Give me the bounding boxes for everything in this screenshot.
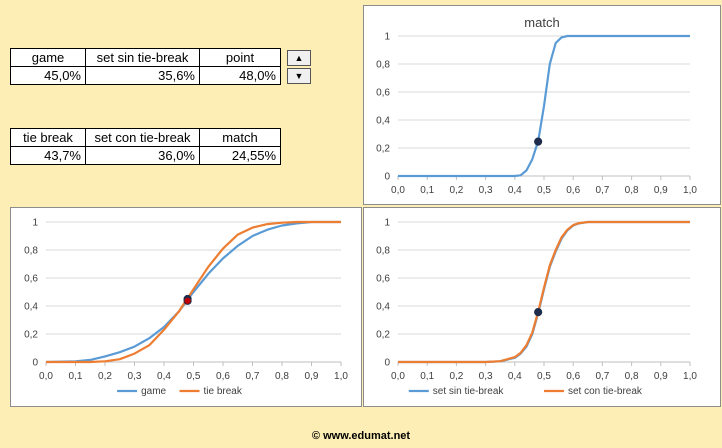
x-tick-label: 0,7: [595, 185, 609, 196]
header-set-sin-tie-break: set sin tie-break: [86, 49, 200, 67]
header-point: point: [200, 49, 281, 67]
y-tick-label: 0,4: [376, 116, 390, 127]
x-tick-label: 0,1: [420, 371, 434, 382]
legend-label: game: [141, 386, 166, 397]
legend-label: set sin tie-break: [433, 386, 505, 397]
point-marker-0: [535, 138, 542, 145]
triangle-down-icon: ▼: [295, 71, 304, 81]
x-tick-label: 0,5: [537, 185, 551, 196]
x-tick-label: 0,2: [98, 371, 112, 382]
legend-label: tie break: [204, 386, 243, 397]
value-set-sin-tie-break: 35,6%: [86, 67, 200, 85]
x-tick-label: 0,0: [391, 185, 405, 196]
value-tie-break: 43,7%: [11, 147, 86, 165]
legend-label: set con tie-break: [568, 386, 643, 397]
triangle-up-icon: ▲: [295, 53, 304, 63]
x-tick-label: 0,6: [216, 371, 230, 382]
value-set-con-tie-break: 36,0%: [86, 147, 200, 165]
header-set-con-tie-break: set con tie-break: [86, 129, 200, 147]
x-tick-label: 1,0: [334, 371, 348, 382]
x-tick-label: 0,0: [391, 371, 405, 382]
point-increase-button[interactable]: ▲: [287, 50, 311, 66]
y-tick-label: 0: [384, 358, 390, 369]
x-tick-label: 0,2: [449, 371, 463, 382]
y-tick-label: 1: [384, 32, 390, 43]
series-line-1: [398, 222, 690, 362]
y-tick-label: 0: [384, 172, 390, 183]
y-tick-label: 0,2: [376, 330, 390, 341]
y-tick-label: 0,6: [376, 88, 390, 99]
x-tick-label: 0,8: [625, 185, 639, 196]
y-tick-label: 0,4: [24, 302, 38, 313]
x-tick-label: 0,6: [566, 185, 580, 196]
y-tick-label: 1: [384, 218, 390, 229]
x-tick-label: 0,1: [420, 185, 434, 196]
y-tick-label: 0,6: [24, 274, 38, 285]
footer-copyright: © www.edumat.net: [0, 430, 722, 442]
x-tick-label: 1,0: [683, 371, 697, 382]
x-tick-label: 0,4: [157, 371, 171, 382]
series-line-0: [398, 36, 690, 176]
y-tick-label: 0,8: [376, 60, 390, 71]
point-marker-1: [184, 297, 191, 304]
x-tick-label: 0,9: [654, 185, 668, 196]
x-tick-label: 0,2: [449, 185, 463, 196]
y-tick-label: 0: [32, 358, 38, 369]
x-tick-label: 0,9: [305, 371, 319, 382]
game-tiebreak-chart: 0 0,2 0,4 0,6 0,8 1 0,0 0,1 0,2 0,3 0,4 0,5 0,6 0,7 0,…: [10, 207, 362, 407]
point-marker-0: [535, 309, 542, 316]
y-tick-label: 0,2: [376, 144, 390, 155]
x-tick-label: 0,5: [187, 371, 201, 382]
x-tick-label: 0,1: [69, 371, 83, 382]
x-tick-label: 0,9: [654, 371, 668, 382]
y-tick-label: 1: [32, 218, 38, 229]
value-game: 45,0%: [11, 67, 86, 85]
x-tick-label: 0,3: [128, 371, 142, 382]
x-tick-label: 0,6: [566, 371, 580, 382]
x-tick-label: 0,4: [508, 185, 522, 196]
series-line-0: [46, 222, 341, 362]
x-tick-label: 0,7: [595, 371, 609, 382]
header-game: game: [11, 49, 86, 67]
x-tick-label: 0,3: [479, 371, 493, 382]
x-tick-label: 0,8: [625, 371, 639, 382]
set-chart: 0 0,2 0,4 0,6 0,8 1 0,0 0,1 0,2 0,3 0,4 0,5 0,6 0,7 0,…: [363, 207, 721, 407]
x-tick-label: 0,0: [39, 371, 53, 382]
x-tick-label: 0,5: [537, 371, 551, 382]
x-tick-label: 1,0: [683, 185, 697, 196]
x-tick-label: 0,8: [275, 371, 289, 382]
x-tick-label: 0,7: [246, 371, 260, 382]
x-tick-label: 0,4: [508, 371, 522, 382]
set-chart-svg: 0 0,2 0,4 0,6 0,8 1 0,0 0,1 0,2 0,3 0,4 0,5 0,6 0,7 0,…: [364, 208, 721, 407]
y-tick-label: 0,4: [376, 302, 390, 313]
header-tie-break: tie break: [11, 129, 86, 147]
probability-table-top: game set sin tie-break point 45,0% 35,6%…: [10, 48, 281, 85]
y-tick-label: 0,6: [376, 274, 390, 285]
x-tick-label: 0,3: [479, 185, 493, 196]
y-tick-label: 0,8: [376, 246, 390, 257]
game-tiebreak-chart-svg: 0 0,2 0,4 0,6 0,8 1 0,0 0,1 0,2 0,3 0,4 0,5 0,6 0,7 0,…: [11, 208, 362, 407]
point-decrease-button[interactable]: ▼: [287, 68, 311, 84]
value-match: 24,55%: [200, 147, 281, 165]
match-chart: match 0 0,2 0,4 0,6 0,8 1 0,0 0,1 0,2 0,3 0,4 0,5 0,…: [363, 5, 721, 205]
y-tick-label: 0,2: [24, 330, 38, 341]
value-point[interactable]: 48,0%: [200, 67, 281, 85]
y-tick-label: 0,8: [24, 246, 38, 257]
match-chart-svg: 0 0,2 0,4 0,6 0,8 1 0,0 0,1 0,2 0,3 0,4 0,5 0,6 0,7 0,…: [364, 6, 721, 205]
probability-table-bottom: tie break set con tie-break match 43,7% …: [10, 128, 281, 165]
header-match: match: [200, 129, 281, 147]
